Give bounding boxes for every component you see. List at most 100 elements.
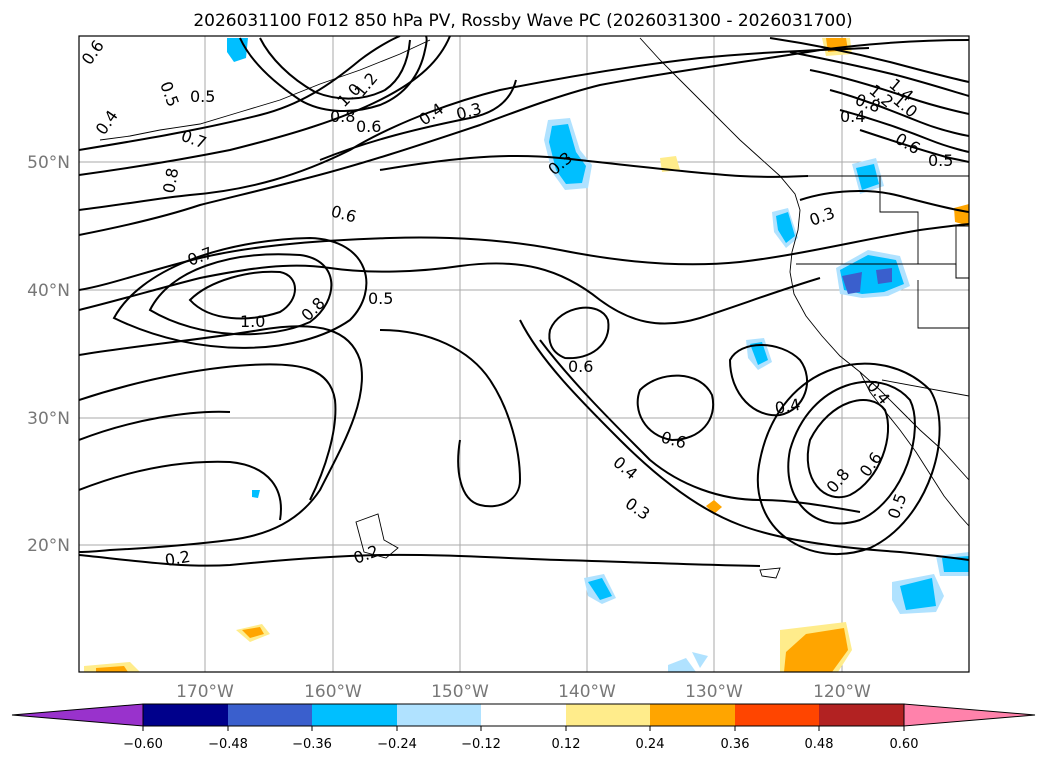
colorbar-tick-label: −0.48 xyxy=(208,737,248,752)
colorbar-segment xyxy=(650,704,735,726)
patch-negative xyxy=(900,578,936,610)
coastline-baja-gulf xyxy=(859,371,969,527)
patch-negative xyxy=(588,578,612,600)
colorbar-tick-label: −0.24 xyxy=(377,737,417,752)
colorbar-tick-label: −0.60 xyxy=(123,737,163,752)
colorbar-tick-label: −0.12 xyxy=(461,737,501,752)
contour-label: 0.6 xyxy=(356,117,381,136)
coastline-islet xyxy=(759,567,781,579)
lon-label: 140°W xyxy=(558,682,616,702)
lon-label: 130°W xyxy=(685,682,743,702)
patch-negative-light xyxy=(668,658,696,672)
longitude-labels: 170°W 160°W 150°W 140°W 130°W 120°W xyxy=(176,682,871,702)
colorbar-segment xyxy=(143,704,228,726)
pv-contour-0.3-ridge xyxy=(319,79,517,161)
pv-contour-0.3 xyxy=(79,47,870,211)
colorbar-extend-min xyxy=(11,703,144,727)
colorbar-segment xyxy=(735,704,819,726)
patch-positive xyxy=(96,666,128,672)
pv-contour-1.0-ne xyxy=(809,69,969,115)
map-frame xyxy=(78,35,970,673)
map-panel: 0.6 0.5 0.5 0.4 1.2 1.0 0.8 0.6 0.4 0.3 … xyxy=(78,35,970,673)
contour-label: 1.0 xyxy=(240,312,265,331)
colorbar-segment xyxy=(481,704,566,726)
pv-contour-0.3-central xyxy=(379,329,522,508)
pv-contour-0.2-west xyxy=(79,460,282,521)
colorbar-segment xyxy=(397,704,481,726)
patch-negative xyxy=(750,342,768,365)
pc-fill-patches xyxy=(84,38,969,672)
pv-contour-0.7-closed xyxy=(112,236,368,349)
coastlines xyxy=(99,37,969,579)
pv-contour-0.2-south xyxy=(79,553,761,567)
pv-contour-0.6-ne xyxy=(839,109,969,153)
coastline-alaska-peninsula xyxy=(99,39,431,141)
pv-contour-0.8-closed xyxy=(148,253,333,336)
border-us-mexico xyxy=(881,379,969,397)
contour-label: 0.6 xyxy=(568,357,593,376)
colorbar-tick-label: 0.36 xyxy=(721,737,750,752)
pv-contour-0.5-band xyxy=(79,262,821,325)
colorbar-tick-label: 0.12 xyxy=(552,737,581,752)
pv-contour-0.3-sw xyxy=(79,410,231,441)
colorbar-segment xyxy=(819,704,904,726)
pv-contour-0.8-inner xyxy=(806,399,890,499)
latitude-labels: 50°N 40°N 30°N 20°N xyxy=(27,153,70,556)
colorbar-tick-label: 0.24 xyxy=(636,737,665,752)
lon-label: 120°W xyxy=(813,682,871,702)
lon-label: 170°W xyxy=(176,682,234,702)
colorbar-tick-label: −0.36 xyxy=(292,737,332,752)
pv-contour-0.6-inner xyxy=(787,380,916,525)
pv-contour-0.4-west xyxy=(79,325,363,553)
patch-negative xyxy=(776,212,795,243)
patch-negative xyxy=(856,164,879,190)
colorbar: −0.60 −0.48 −0.36 −0.24 −0.12 0.12 0.24 … xyxy=(11,703,1036,752)
colorbar-segment xyxy=(566,704,650,726)
pv-contour-1.0-closed xyxy=(188,270,296,320)
contour-label: 0.8 xyxy=(159,166,182,194)
contour-label: 0.4 xyxy=(773,395,801,418)
lon-label: 160°W xyxy=(304,682,362,702)
colorbar-frame xyxy=(142,703,905,727)
lat-label: 20°N xyxy=(27,536,70,556)
pv-contour-0.5-ne xyxy=(859,129,969,163)
contour-label: 0.4 xyxy=(840,107,865,126)
patch-positive xyxy=(706,500,722,514)
patch-negative-strong xyxy=(876,268,892,284)
patch-negative xyxy=(549,124,586,184)
gridlines xyxy=(79,36,969,672)
pv-contour-0.3-north xyxy=(379,154,809,178)
contour-label: 0.5 xyxy=(928,151,953,170)
map-background xyxy=(79,36,969,672)
border-states-south xyxy=(917,280,969,329)
colorbar-extend-max xyxy=(903,703,1036,727)
pv-contour-0.6-closed-b xyxy=(636,374,715,442)
patch-negative-strong xyxy=(842,272,862,294)
patch-negative-light xyxy=(692,652,708,668)
contour-label: 0.8 xyxy=(330,107,355,126)
pv-contour-0.4-diag xyxy=(539,339,861,513)
colorbar-segment xyxy=(312,704,397,726)
pv-contour-0.5 xyxy=(79,36,451,176)
coastline-north-america xyxy=(639,37,969,481)
contour-label: 0.5 xyxy=(368,289,393,308)
pv-contour-1.0 xyxy=(239,36,428,113)
colorbar-tick-labels: −0.60 −0.48 −0.36 −0.24 −0.12 0.12 0.24 … xyxy=(123,737,918,752)
figure-title: 2026031100 F012 850 hPa PV, Rossby Wave … xyxy=(193,11,852,31)
lon-label: 150°W xyxy=(431,682,489,702)
colorbar-tick-label: 0.48 xyxy=(805,737,834,752)
pv-contour-0.6-closed-a xyxy=(548,306,610,360)
colorbar-tick-label: 0.60 xyxy=(890,737,919,752)
pv-contour-0.8-ne xyxy=(829,89,969,137)
pv-contour-0.6-band xyxy=(79,223,969,291)
lat-label: 30°N xyxy=(27,409,70,429)
pv-contour-0.3-west xyxy=(79,363,337,501)
pv-contour-1.2-ne xyxy=(789,51,969,97)
lat-label: 40°N xyxy=(27,281,70,301)
contour-label: 0.2 xyxy=(163,547,191,570)
pv-contour-0.4-closed xyxy=(728,344,809,417)
patch-positive xyxy=(784,628,848,672)
pv-contour-1.4-ne xyxy=(769,37,969,83)
pv-contour-0.3-diag xyxy=(519,319,969,561)
